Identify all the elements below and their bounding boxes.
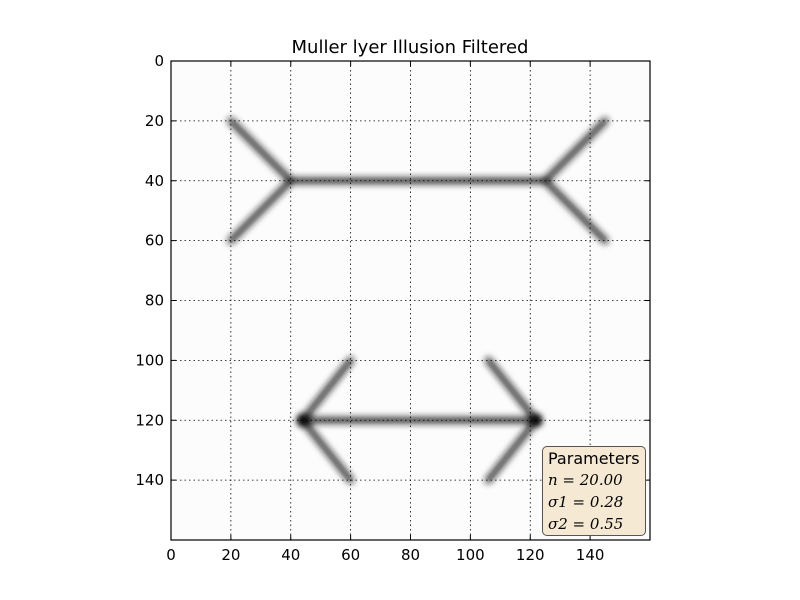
stroke-segment-8 — [484, 356, 540, 424]
stroke-segment-1 — [227, 177, 295, 245]
x-tick-label: 20 — [221, 546, 240, 564]
legend-line-sigma1: σ1 = 0.28 — [548, 493, 624, 511]
stroke-segment-9 — [484, 416, 540, 484]
legend-line-sigma2: σ2 = 0.55 — [548, 515, 624, 533]
y-tick-label: 140 — [135, 471, 164, 489]
y-tick-label: 40 — [145, 172, 164, 190]
grid — [171, 61, 650, 540]
y-tick-label: 60 — [145, 232, 164, 250]
stroke-segment-6 — [299, 416, 355, 484]
x-tick-label: 140 — [576, 546, 605, 564]
x-tick-label: 60 — [341, 546, 360, 564]
parameters-legend: Parameters n = 20.00 σ1 = 0.28 σ2 = 0.55 — [542, 446, 646, 536]
stroke-segment-5 — [299, 356, 355, 424]
y-tick-label: 120 — [135, 411, 164, 429]
axes-ticks: 0 20 40 60 80 100 120 140 0 20 40 60 80 100 120 140 — [135, 52, 650, 564]
stroke-segment-3 — [541, 117, 609, 185]
stroke-segment-4 — [541, 177, 609, 245]
x-tick-label: 120 — [516, 546, 545, 564]
legend-title: Parameters — [548, 449, 640, 468]
chart-title: Muller lyer Illusion Filtered — [292, 37, 529, 58]
y-tick-label: 0 — [154, 52, 164, 70]
legend-line-n: n = 20.00 — [548, 471, 623, 489]
y-tick-label: 20 — [145, 112, 164, 130]
x-tick-label: 80 — [401, 546, 420, 564]
y-tick-label: 100 — [135, 351, 164, 369]
x-tick-label: 0 — [166, 546, 176, 564]
y-tick-label: 80 — [145, 292, 164, 310]
x-tick-label: 100 — [456, 546, 485, 564]
stroke-segment-0 — [227, 117, 295, 185]
x-tick-label: 40 — [281, 546, 300, 564]
